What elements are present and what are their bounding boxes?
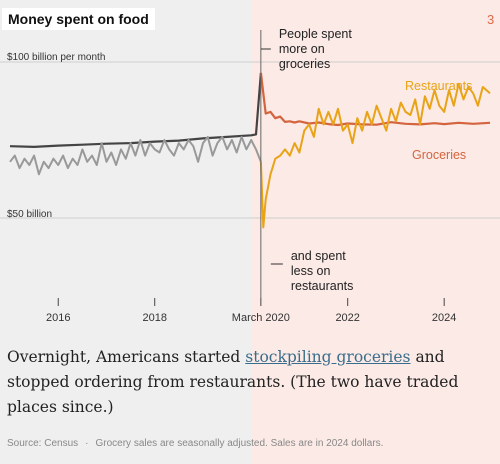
restaurants-annotation-line-2: restaurants [291, 279, 354, 293]
footer-separator: · [85, 438, 89, 449]
groceries-series-label: Groceries [412, 148, 466, 162]
methodology-note: Grocery sales are seasonally adjusted. S… [95, 438, 384, 449]
footer: Source: Census · Grocery sales are seasona… [7, 438, 383, 449]
restaurants-line-after [259, 82, 491, 229]
stockpiling-groceries-link[interactable]: stockpiling groceries [245, 348, 411, 366]
pre-pandemic-background [0, 0, 252, 464]
groceries-annotation-line-1: more on [279, 42, 325, 56]
groceries-annotation-line-0: People spent [279, 27, 353, 41]
caption: Overnight, Americans started stockpiling… [7, 345, 495, 420]
y-tick-label-50: $50 billion [7, 209, 53, 220]
x-tick-label-1: 2018 [142, 312, 166, 324]
x-tick-label-2: March 2020 [232, 312, 290, 324]
groceries-line-before [9, 72, 262, 148]
caption-text-end: and stopped ordering from restaurants. (… [7, 348, 459, 416]
restaurants-line-before [9, 135, 262, 176]
caption-text-start: Overnight, Americans started [7, 348, 246, 366]
post-pandemic-background [252, 0, 500, 464]
slide-number: 3 [487, 12, 495, 27]
restaurants-annotation-line-0: and spent [291, 249, 346, 263]
chart-title: Money spent on food [2, 8, 155, 30]
x-tick-label-4: 2024 [432, 312, 456, 324]
restaurants-series-label: Restaurants [405, 79, 472, 93]
source-note: Source: Census [7, 438, 79, 449]
y-tick-label-100: $100 billion per month [7, 52, 106, 63]
groceries-annotation-line-2: groceries [279, 57, 330, 71]
x-tick-label-3: 2022 [335, 312, 359, 324]
restaurants-annotation-line-1: less on [291, 264, 331, 278]
x-tick-label-0: 2016 [46, 312, 70, 324]
